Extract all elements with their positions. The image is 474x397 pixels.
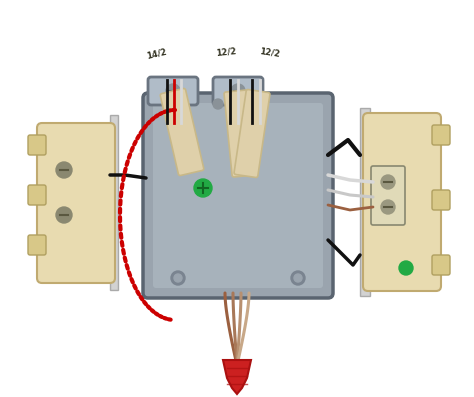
FancyBboxPatch shape: [160, 89, 204, 175]
Circle shape: [194, 179, 212, 197]
Circle shape: [174, 274, 182, 282]
FancyBboxPatch shape: [432, 255, 450, 275]
FancyBboxPatch shape: [148, 77, 198, 105]
FancyBboxPatch shape: [28, 235, 46, 255]
FancyBboxPatch shape: [432, 190, 450, 210]
Text: 12/2: 12/2: [215, 47, 237, 58]
Circle shape: [171, 271, 185, 285]
FancyBboxPatch shape: [143, 93, 333, 298]
Circle shape: [213, 99, 223, 109]
FancyBboxPatch shape: [224, 90, 256, 177]
Circle shape: [56, 207, 72, 223]
FancyBboxPatch shape: [371, 166, 405, 225]
FancyBboxPatch shape: [363, 113, 441, 291]
FancyBboxPatch shape: [213, 77, 263, 105]
FancyBboxPatch shape: [28, 185, 46, 205]
FancyBboxPatch shape: [37, 123, 115, 283]
FancyBboxPatch shape: [234, 89, 270, 177]
Circle shape: [56, 162, 72, 178]
Text: 12/2: 12/2: [259, 46, 281, 58]
Polygon shape: [223, 360, 251, 394]
Circle shape: [166, 84, 180, 98]
Circle shape: [381, 175, 395, 189]
Circle shape: [381, 200, 395, 214]
Circle shape: [253, 99, 263, 109]
FancyBboxPatch shape: [110, 115, 118, 290]
Text: 14/2: 14/2: [145, 47, 167, 61]
FancyBboxPatch shape: [153, 103, 323, 288]
Circle shape: [231, 84, 245, 98]
FancyBboxPatch shape: [28, 135, 46, 155]
Circle shape: [294, 274, 302, 282]
Circle shape: [291, 271, 305, 285]
Circle shape: [399, 261, 413, 275]
FancyBboxPatch shape: [360, 108, 370, 296]
FancyBboxPatch shape: [432, 125, 450, 145]
